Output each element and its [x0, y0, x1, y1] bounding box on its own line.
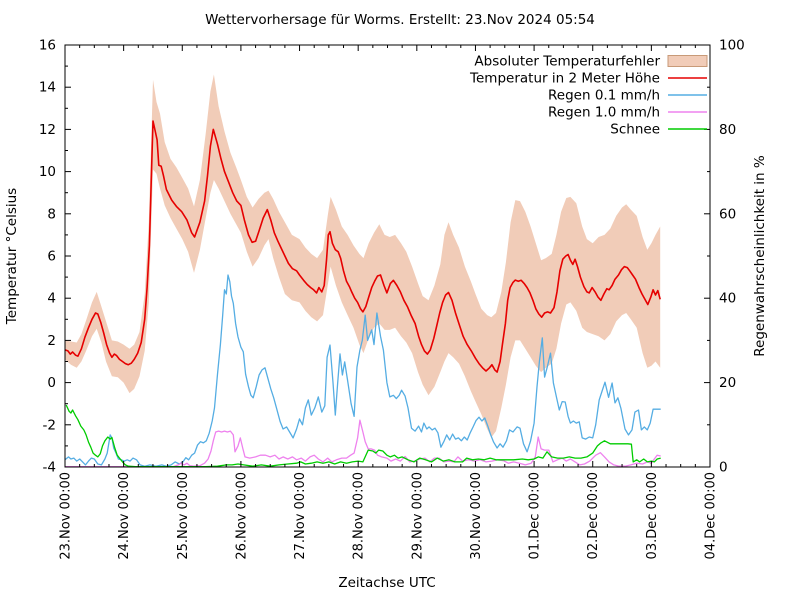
y-right-tick-label: 60: [719, 206, 736, 222]
y-right-tick-label: 0: [719, 460, 728, 476]
x-tick-label: 28.Nov 00:00: [352, 472, 367, 560]
x-tick-label: 25.Nov 00:00: [176, 472, 191, 560]
y-left-tick-label: 12: [39, 122, 56, 138]
x-tick-label: 26.Nov 00:00: [234, 472, 249, 560]
x-tick-label: 24.Nov 00:00: [117, 472, 132, 560]
snow-line: [65, 404, 661, 468]
y-axis-right-label: Regenwahrscheinlichkeit in %: [752, 155, 768, 357]
rain-01mmh-line: [64, 274, 661, 467]
y-left-tick-label: -2: [43, 417, 56, 433]
y-left-tick-label: 16: [39, 38, 56, 54]
rain-10mmh-line: [65, 419, 661, 468]
temperature-line: [64, 120, 661, 373]
x-tick-label: 03.Dec 00:00: [645, 472, 660, 559]
y-axis-left-label: Temperatur °Celsius: [4, 188, 20, 325]
x-tick-label: 04.Dec 00:00: [704, 472, 719, 559]
x-tick-label: 01.Dec 00:00: [528, 472, 543, 559]
y-left-tick-label: 6: [47, 249, 56, 265]
y-right-tick-label: 20: [719, 375, 736, 391]
y-left-tick-label: 2: [47, 333, 56, 349]
error-band-series: [65, 74, 661, 438]
error-band: [65, 74, 661, 438]
x-axis-label: Zeitachse UTC: [338, 575, 435, 591]
x-tick-label: 29.Nov 00:00: [410, 472, 425, 560]
x-tick-label: 27.Nov 00:00: [293, 472, 308, 560]
y-right-tick-label: 80: [719, 122, 736, 138]
y-left-tick-label: 8: [47, 206, 56, 222]
legend-label: Temperatur in 2 Meter Höhe: [469, 71, 660, 87]
y-axis-right-ticks: 0 20 40 60 80 100: [704, 38, 745, 476]
legend-label: Regen 1.0 mm/h: [548, 105, 660, 121]
y-right-tick-label: 100: [719, 38, 745, 54]
legend-label: Schnee: [610, 122, 660, 138]
y-left-tick-label: -4: [43, 460, 56, 476]
data-lines: [64, 120, 661, 468]
y-left-tick-label: 4: [47, 291, 56, 307]
y-left-tick-label: 14: [39, 80, 56, 96]
legend-label: Regen 0.1 mm/h: [548, 88, 660, 104]
y-left-tick-label: 10: [39, 164, 56, 180]
y-right-tick-label: 40: [719, 291, 736, 307]
y-left-tick-label: 0: [47, 375, 56, 391]
legend-label: Absoluter Temperaturfehler: [474, 54, 660, 70]
x-axis-ticks: 23.Nov 00:00 24.Nov 00:00 25.Nov 00:00 26.N…: [59, 45, 719, 560]
y-axis-left-ticks: -4 -2 0 2 4 6 8 10 12 14 16: [39, 38, 71, 476]
legend-band-swatch: [667, 55, 708, 67]
x-tick-label: 23.Nov 00:00: [59, 472, 74, 560]
x-tick-label: 02.Dec 00:00: [586, 472, 601, 559]
x-tick-label: 30.Nov 00:00: [469, 472, 484, 560]
chart-title: Wettervorhersage für Worms. Erstellt: 23…: [205, 12, 595, 28]
